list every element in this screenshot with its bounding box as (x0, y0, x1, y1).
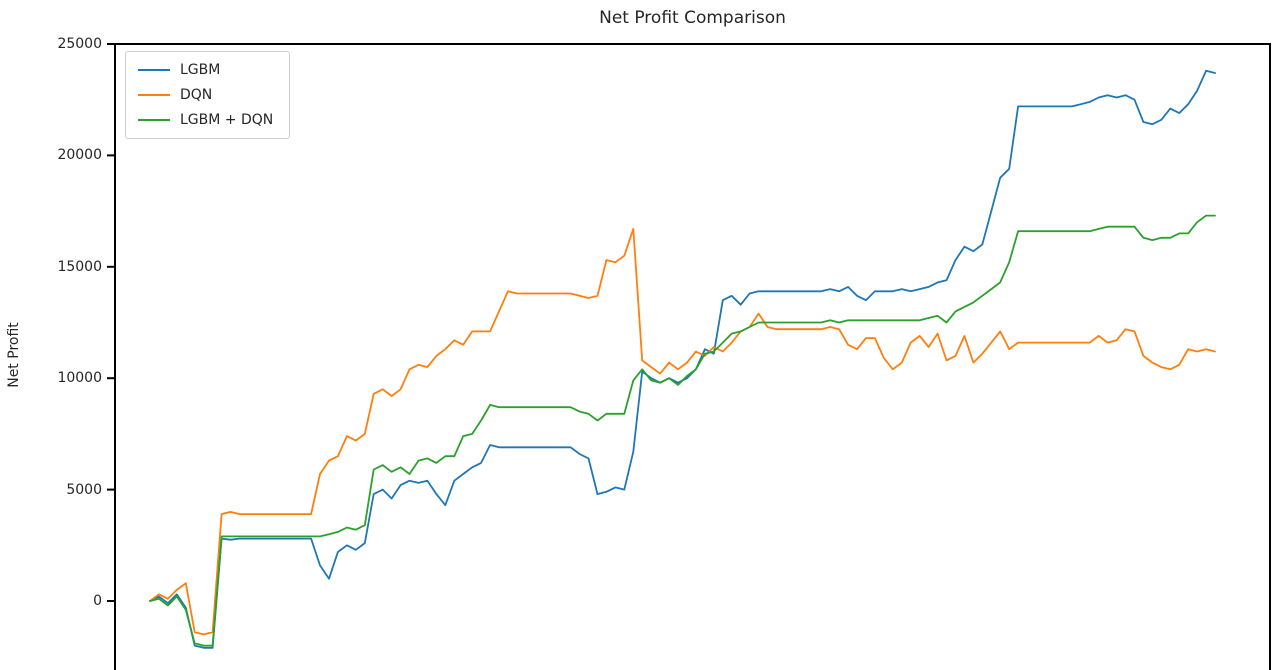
series-line-lgbm-dqn (149, 214, 1216, 647)
y-tick-label: 10000 (57, 370, 102, 387)
legend-line-sample-lgbm (138, 69, 170, 71)
legend-item-lgbm-dqn: LGBM + DQN (138, 112, 273, 128)
legend-line-sample-dqn (138, 94, 170, 96)
legend-item-dqn: DQN (138, 87, 273, 103)
legend-label-lgbm: LGBM (180, 62, 221, 78)
legend-line-sample-lgbm-dqn (138, 119, 170, 121)
series-line-dqn (149, 227, 1216, 636)
legend-label-dqn: DQN (180, 87, 213, 103)
plot-border (114, 43, 1271, 670)
legend-label-lgbm-dqn: LGBM + DQN (180, 112, 274, 128)
series-line-lgbm (149, 69, 1216, 649)
y-tick-label: 15000 (57, 258, 102, 275)
y-tick-label: 5000 (66, 481, 102, 498)
y-tick-label: 0 (93, 593, 102, 609)
chart-title: Net Profit Comparison (599, 8, 786, 28)
legend-item-lgbm: LGBM (138, 62, 273, 78)
legend: LGBM DQN LGBM + DQN (125, 51, 291, 139)
y-tick-label: 20000 (57, 147, 102, 164)
y-tick-label: 25000 (57, 36, 102, 52)
